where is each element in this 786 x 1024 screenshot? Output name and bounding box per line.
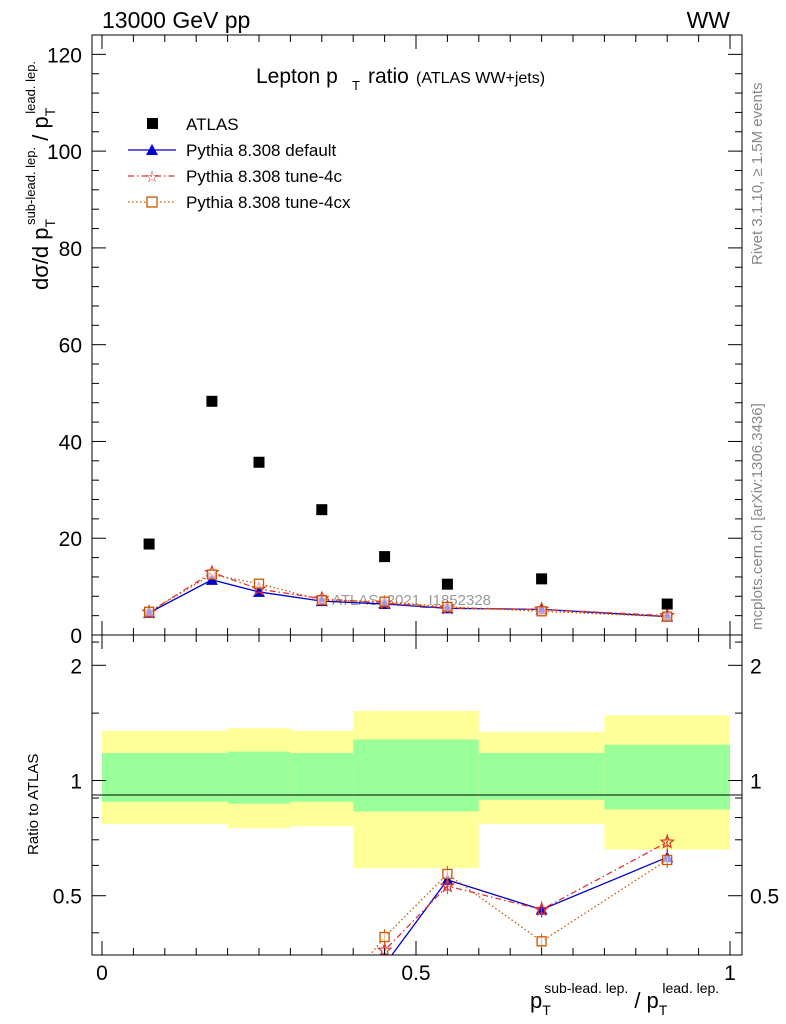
title-rest: ratio — [368, 65, 409, 88]
lower-series-group — [369, 834, 675, 970]
upper-y-ticks: 0 20 40 60 80 100 120 — [47, 34, 742, 648]
point-atlas — [379, 551, 391, 563]
ratio-tick-label-right: 0.5 — [750, 886, 779, 909]
ratio-band-inner — [227, 751, 291, 804]
upper-y-label: dσ/d pTsub-lead. lep. / pTlead. lep. — [23, 61, 58, 290]
ratio-bands — [102, 710, 730, 869]
ratio-band-inner — [102, 753, 228, 802]
point-atlas — [206, 395, 218, 407]
legend-label-tune4cx: Pythia 8.308 tune-4cx — [186, 193, 351, 212]
point-atlas — [661, 598, 673, 610]
energy-label: 13000 GeV pp — [102, 7, 250, 33]
point-tune4cx — [143, 606, 155, 617]
ratio-tick-label-right: 1 — [750, 771, 762, 794]
ratio-point-tune4c — [439, 877, 456, 893]
point-tune4cx — [442, 601, 453, 613]
point-tune4cx — [536, 606, 547, 617]
ratio-point-tune4c — [533, 901, 550, 917]
ratio-band-inner — [290, 753, 354, 802]
upper-series-group — [141, 395, 675, 623]
legend-label-tune4c: Pythia 8.308 tune-4c — [186, 167, 342, 186]
ratio-band-inner — [604, 744, 730, 810]
xlabel: pTsub-lead. lep. / pTlead. lep. — [530, 980, 719, 1018]
y-tick-label: 0 — [70, 625, 82, 648]
title-main: Lepton p — [256, 65, 338, 88]
point-atlas — [536, 573, 548, 585]
x-tick-label: 0 — [96, 962, 108, 985]
point-atlas — [441, 578, 453, 590]
y-tick-label: 120 — [47, 44, 82, 67]
x-tick-label: 1 — [724, 962, 736, 985]
ratio-band-inner — [478, 753, 605, 800]
ratio-point-tune4cx — [442, 868, 453, 880]
legend-marker-tune4c: ☆ — [145, 167, 159, 186]
point-tune4cx — [206, 569, 218, 580]
legend-label-default: Pythia 8.308 default — [186, 141, 337, 160]
ratio-tick-label: 2 — [70, 655, 82, 678]
y-tick-label: 40 — [59, 431, 82, 454]
lower-y-ticks: 0.5 0.5 1 1 2 2 — [53, 641, 779, 934]
y-tick-label: 60 — [59, 335, 82, 358]
legend: ATLAS Pythia 8.308 default ☆ Pythia 8.30… — [128, 115, 351, 212]
ratio-point-default — [379, 959, 391, 970]
plot-title: Lepton p T ratio (ATLAS WW+jets) — [256, 65, 545, 93]
point-tune4cx — [379, 596, 390, 607]
lower-frame — [91, 634, 743, 956]
rivet-label: Rivet 3.1.10, ≥ 1.5M events — [749, 83, 766, 266]
upper-x-ticks — [101, 35, 731, 635]
mcplots-label: mcplots.cern.ch [arXiv:1306.3436] — [749, 403, 766, 630]
ratio-point-tune4cx — [662, 854, 673, 866]
y-tick-label: 100 — [47, 141, 82, 164]
title-sub: T — [352, 78, 360, 93]
ratio-y-label: Ratio to ATLAS — [25, 754, 42, 855]
x-axis-label: pTsub-lead. lep. / pTlead. lep. — [530, 980, 719, 1018]
point-atlas — [253, 456, 265, 468]
title-small: (ATLAS WW+jets) — [416, 70, 545, 87]
ratio-point-tune4cx — [536, 936, 547, 947]
ratio-tick-label: 0.5 — [53, 886, 82, 909]
ratio-tick-label: 1 — [70, 771, 82, 794]
lower-panel: 0.5 0.51 12 2 0 0.5 1 — [53, 634, 779, 985]
point-tune4cx — [253, 578, 265, 589]
x-tick-label: 0.5 — [401, 962, 430, 985]
series-line-tune4cx — [148, 573, 668, 618]
point-tune4cx — [662, 611, 673, 622]
legend-marker-tune4cx — [146, 196, 158, 208]
y-tick-label: 80 — [59, 238, 82, 261]
ratio-point-tune4cx — [379, 931, 390, 943]
ratio-tick-label-right: 2 — [750, 655, 762, 678]
y-tick-label: 20 — [59, 528, 82, 551]
legend-label-atlas: ATLAS — [186, 115, 239, 134]
point-tune4cx — [316, 595, 327, 606]
process-label: WW — [687, 7, 731, 33]
lower-x-ticks: 0 0.5 1 — [96, 635, 736, 985]
point-atlas — [143, 538, 155, 550]
legend-marker-default — [146, 144, 158, 155]
point-atlas — [316, 504, 328, 516]
ratio-band-inner — [353, 739, 479, 812]
ratio-point-tune4c — [659, 834, 675, 849]
ylabel-part0: dσ/d pTsub-lead. lep. / pTlead. lep. — [23, 61, 58, 290]
legend-marker-atlas — [147, 118, 158, 129]
